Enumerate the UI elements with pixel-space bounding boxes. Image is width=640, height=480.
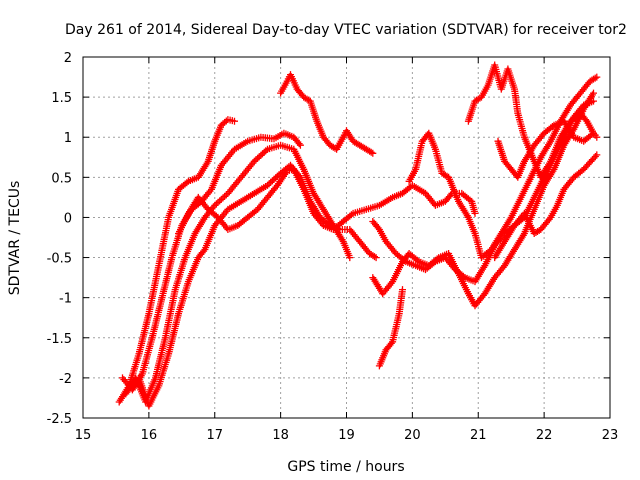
x-axis-label: GPS time / hours [287, 459, 404, 475]
series-markers [405, 73, 601, 262]
axis-ticks: 15 16 17 18 19 20 21 22 23 -2.5 -2 -1.5 -1 -0.5 0 0.5 1 1… [47, 51, 619, 443]
y-tick-label: -1.5 [47, 332, 72, 347]
y-tick-label: -2 [59, 372, 72, 387]
y-tick-label: 2 [64, 51, 72, 66]
series-markers [277, 71, 377, 157]
x-tick-label: 23 [602, 428, 619, 443]
chart-title: Day 261 of 2014, Sidereal Day-to-day VTE… [65, 22, 627, 38]
x-tick-label: 18 [272, 428, 289, 443]
series-arc-9 [405, 73, 601, 262]
y-tick-label: 0 [64, 211, 72, 226]
x-tick-label: 15 [75, 428, 92, 443]
series-arc-6 [277, 71, 377, 157]
y-tick-label: -0.5 [47, 252, 72, 267]
y-axis-label: SDTVAR / TECUs [7, 181, 23, 296]
series-arc-5 [175, 165, 479, 237]
series-arc-1 [115, 116, 238, 406]
series-arc-13 [491, 151, 601, 262]
x-tick-label: 21 [470, 428, 487, 443]
x-tick-label: 17 [206, 428, 223, 443]
y-tick-label: -1 [59, 292, 72, 307]
series-markers [115, 116, 238, 406]
y-tick-label: 1.5 [51, 91, 72, 106]
x-tick-label: 22 [536, 428, 553, 443]
x-tick-label: 20 [404, 428, 421, 443]
series-markers [375, 286, 406, 370]
y-tick-label: 1 [64, 131, 72, 146]
y-tick-label: -2.5 [47, 412, 72, 427]
series-arc-11 [464, 61, 601, 181]
series-markers [494, 117, 597, 181]
series-arc-2 [119, 129, 304, 394]
series-markers [464, 61, 601, 181]
series-arc-8 [375, 286, 406, 370]
y-tick-label: 0.5 [51, 171, 72, 186]
series-markers [119, 129, 304, 394]
series-markers [491, 151, 601, 262]
data-points [115, 61, 601, 410]
x-tick-label: 16 [141, 428, 158, 443]
series-arc-12 [494, 117, 597, 181]
series-markers [175, 165, 479, 237]
x-tick-label: 19 [338, 428, 355, 443]
